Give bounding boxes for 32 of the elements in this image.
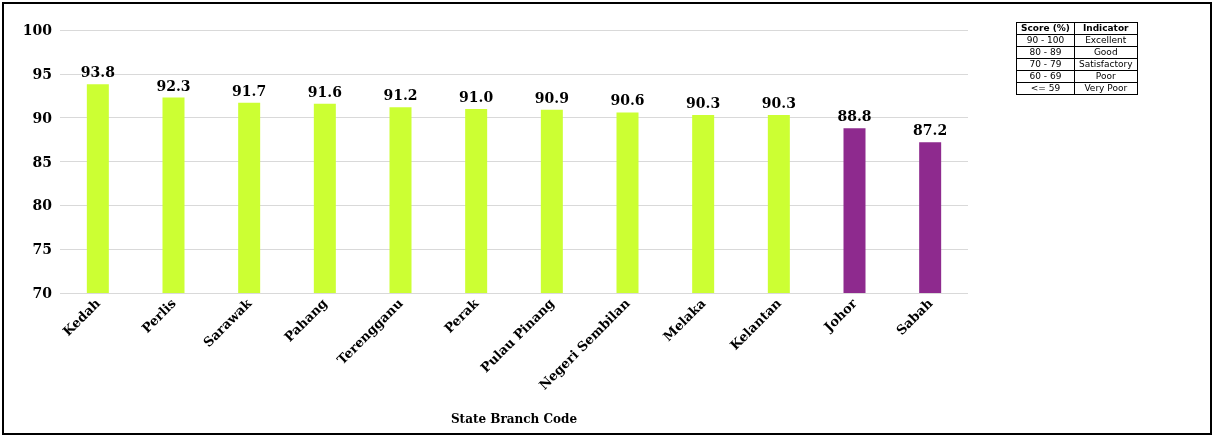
data-label: 90.9 — [534, 89, 569, 106]
data-label: 87.2 — [913, 122, 948, 139]
text: 90 - 100 — [1016, 34, 1075, 47]
y-tick-label: 90 — [32, 109, 53, 126]
data-label: 88.8 — [837, 108, 872, 125]
data-label: 91.0 — [459, 88, 494, 105]
data-label: 93.8 — [80, 64, 115, 81]
data-label: 92.3 — [156, 77, 191, 94]
data-label: 90.6 — [610, 92, 645, 109]
text: 60 - 69 — [1016, 70, 1075, 83]
text: Very Poor — [1074, 82, 1138, 95]
data-label: 90.3 — [761, 95, 796, 112]
y-tick-label: 100 — [22, 22, 53, 38]
y-tick-label: 95 — [32, 65, 52, 82]
text: 80 - 89 — [1016, 46, 1075, 59]
y-tick-label: 70 — [32, 285, 53, 301]
text: Good — [1074, 46, 1138, 59]
y-tick-label: 80 — [32, 197, 53, 214]
data-label: 91.7 — [232, 82, 267, 99]
data-label: 91.6 — [307, 83, 342, 100]
text: <= 59 — [1016, 82, 1075, 95]
y-tick-label: 75 — [32, 241, 52, 258]
data-label: 90.3 — [686, 95, 721, 112]
x-axis-title: State Branch Code — [450, 412, 578, 426]
data-label: 91.2 — [383, 87, 418, 104]
text: Poor — [1074, 70, 1138, 83]
text: Excellent — [1074, 34, 1138, 47]
text: Score (%) — [1016, 22, 1075, 35]
text: Indicator — [1074, 22, 1138, 35]
y-tick-label: 85 — [32, 153, 52, 170]
text: Satisfactory — [1074, 58, 1138, 71]
text: 70 - 79 — [1016, 58, 1075, 71]
